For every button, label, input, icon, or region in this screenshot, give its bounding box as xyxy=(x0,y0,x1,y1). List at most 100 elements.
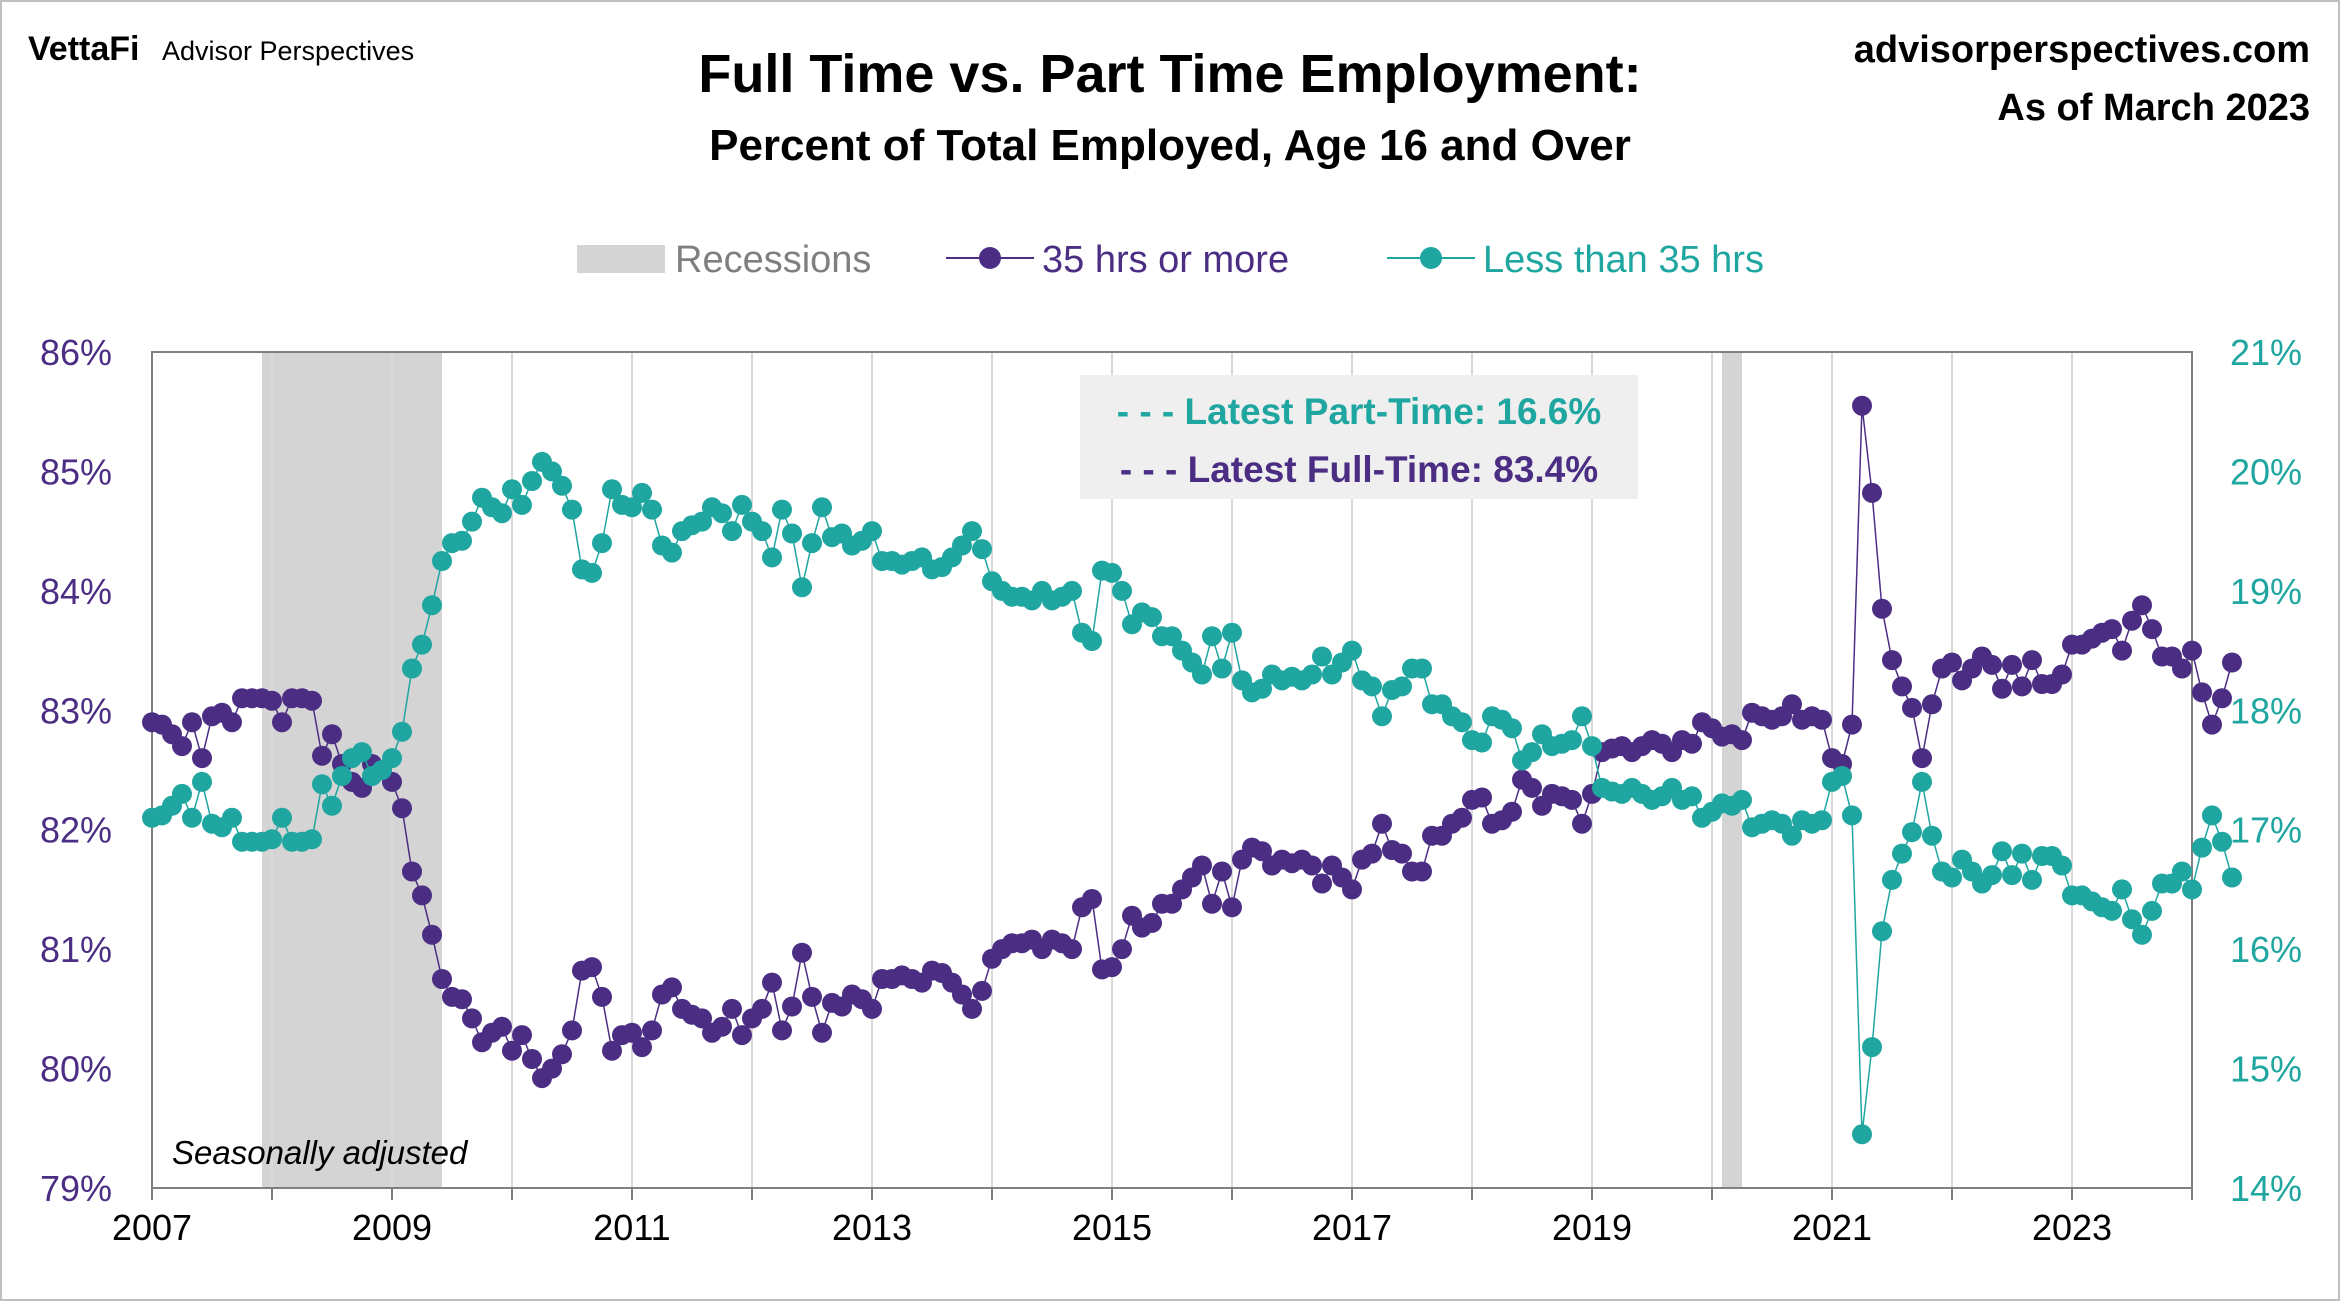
full-time-point-107 xyxy=(1212,861,1232,882)
x-tick-label: 2021 xyxy=(1792,1207,1872,1248)
part-time-point-61 xyxy=(752,521,772,542)
full-time-point-154 xyxy=(1682,733,1702,754)
part-time-point-92 xyxy=(1062,580,1082,601)
legend-parttime-label: Less than 35 hrs xyxy=(1483,239,1764,281)
brand-logo: VettaFi xyxy=(28,30,139,68)
part-time-point-107 xyxy=(1212,658,1232,679)
part-time-point-187 xyxy=(2012,843,2032,864)
part-time-point-97 xyxy=(1112,580,1132,601)
latest-values-callout: - - - Latest Part-Time: 16.6% - - - Late… xyxy=(1080,375,1638,499)
legend: Recessions 35 hrs or more Less than 35 h… xyxy=(577,239,1764,281)
full-time-point-178 xyxy=(1922,694,1942,715)
part-time-point-57 xyxy=(712,503,732,524)
brand-name: Advisor Perspectives xyxy=(162,36,414,66)
full-time-point-5 xyxy=(192,748,212,769)
y-axis-left: 79% 80% 81% 82% 83% 84% 85% 86% xyxy=(40,332,112,1209)
part-time-point-175 xyxy=(1892,843,1912,864)
full-time-point-17 xyxy=(312,745,332,766)
y-left-tick-label: 81% xyxy=(40,929,112,970)
full-time-point-81 xyxy=(952,984,972,1005)
chart-title: Full Time vs. Part Time Employment: xyxy=(698,44,1641,104)
part-time-point-64 xyxy=(782,523,802,544)
part-time-point-208 xyxy=(2222,867,2242,888)
callout-box xyxy=(1080,375,1638,499)
source-url[interactable]: advisorperspectives.com xyxy=(1854,29,2310,71)
full-time-point-186 xyxy=(2002,654,2022,675)
full-time-point-198 xyxy=(2122,610,2142,631)
part-time-point-136 xyxy=(1502,718,1522,739)
series-part-time xyxy=(142,451,2242,1145)
full-time-point-13 xyxy=(272,712,292,733)
full-time-point-117 xyxy=(1312,873,1332,894)
y-right-tick-label: 21% xyxy=(2230,332,2302,373)
part-time-point-105 xyxy=(1192,664,1212,685)
part-time-point-16 xyxy=(302,829,322,850)
part-time-point-44 xyxy=(582,562,602,583)
full-time-point-12 xyxy=(262,690,282,711)
full-time-point-197 xyxy=(2112,640,2132,661)
as-of-date: As of March 2023 xyxy=(1997,87,2310,129)
part-time-point-133 xyxy=(1472,732,1492,753)
full-time-point-55 xyxy=(692,1008,712,1029)
full-time-point-125 xyxy=(1392,843,1412,864)
part-time-point-144 xyxy=(1582,736,1602,757)
part-time-point-123 xyxy=(1372,706,1392,727)
part-time-point-143 xyxy=(1572,706,1592,727)
full-time-point-48 xyxy=(622,1022,642,1043)
x-tick-label: 2007 xyxy=(112,1207,192,1248)
full-time-point-123 xyxy=(1372,813,1392,834)
part-time-point-167 xyxy=(1812,810,1832,831)
full-time-point-59 xyxy=(732,1025,752,1046)
chart-subtitle: Percent of Total Employed, Age 16 and Ov… xyxy=(709,121,1631,170)
part-time-point-200 xyxy=(2142,900,2162,921)
recession-band-0 xyxy=(262,352,442,1188)
recession-band-1 xyxy=(1722,352,1742,1188)
full-time-point-171 xyxy=(1852,395,1872,416)
full-time-point-42 xyxy=(562,1020,582,1041)
part-time-point-55 xyxy=(692,511,712,532)
part-time-point-67 xyxy=(812,497,832,518)
full-time-point-164 xyxy=(1782,694,1802,715)
part-time-point-8 xyxy=(222,807,242,828)
full-time-point-176 xyxy=(1902,697,1922,718)
full-time-point-203 xyxy=(2172,658,2192,679)
full-time-point-32 xyxy=(462,1008,482,1029)
full-time-point-191 xyxy=(2052,664,2072,685)
part-time-point-65 xyxy=(792,577,812,598)
full-time-point-187 xyxy=(2012,676,2032,697)
part-time-point-82 xyxy=(962,521,982,542)
part-time-point-58 xyxy=(722,521,742,542)
part-time-point-62 xyxy=(762,547,782,568)
part-time-point-59 xyxy=(732,494,752,515)
part-time-point-185 xyxy=(1992,841,2012,862)
full-time-point-96 xyxy=(1102,957,1122,978)
full-time-point-205 xyxy=(2192,682,2212,703)
part-time-point-199 xyxy=(2132,924,2152,945)
full-time-point-45 xyxy=(592,986,612,1007)
part-time-point-191 xyxy=(2052,855,2072,876)
full-time-point-174 xyxy=(1882,650,1902,671)
full-time-point-106 xyxy=(1202,893,1222,914)
full-time-point-83 xyxy=(972,980,992,1001)
part-time-point-159 xyxy=(1732,789,1752,810)
part-time-point-45 xyxy=(592,533,612,554)
part-time-point-111 xyxy=(1252,678,1272,699)
part-time-point-83 xyxy=(972,539,992,560)
part-time-point-171 xyxy=(1852,1124,1872,1145)
full-time-point-208 xyxy=(2222,652,2242,673)
callout-full-time: - - - Latest Full-Time: 83.4% xyxy=(1120,449,1598,490)
x-tick-label: 2015 xyxy=(1072,1207,1152,1248)
part-time-point-176 xyxy=(1902,822,1922,843)
callout-part-time: - - - Latest Part-Time: 16.6% xyxy=(1117,391,1602,432)
full-time-point-122 xyxy=(1362,843,1382,864)
full-time-point-173 xyxy=(1872,598,1892,619)
x-tick-label: 2013 xyxy=(832,1207,912,1248)
full-time-point-62 xyxy=(762,972,782,993)
part-time-point-203 xyxy=(2172,861,2192,882)
full-time-point-172 xyxy=(1862,482,1882,503)
part-time-point-154 xyxy=(1682,786,1702,807)
full-time-point-44 xyxy=(582,957,602,978)
part-time-point-164 xyxy=(1782,825,1802,846)
part-time-point-207 xyxy=(2212,831,2232,852)
